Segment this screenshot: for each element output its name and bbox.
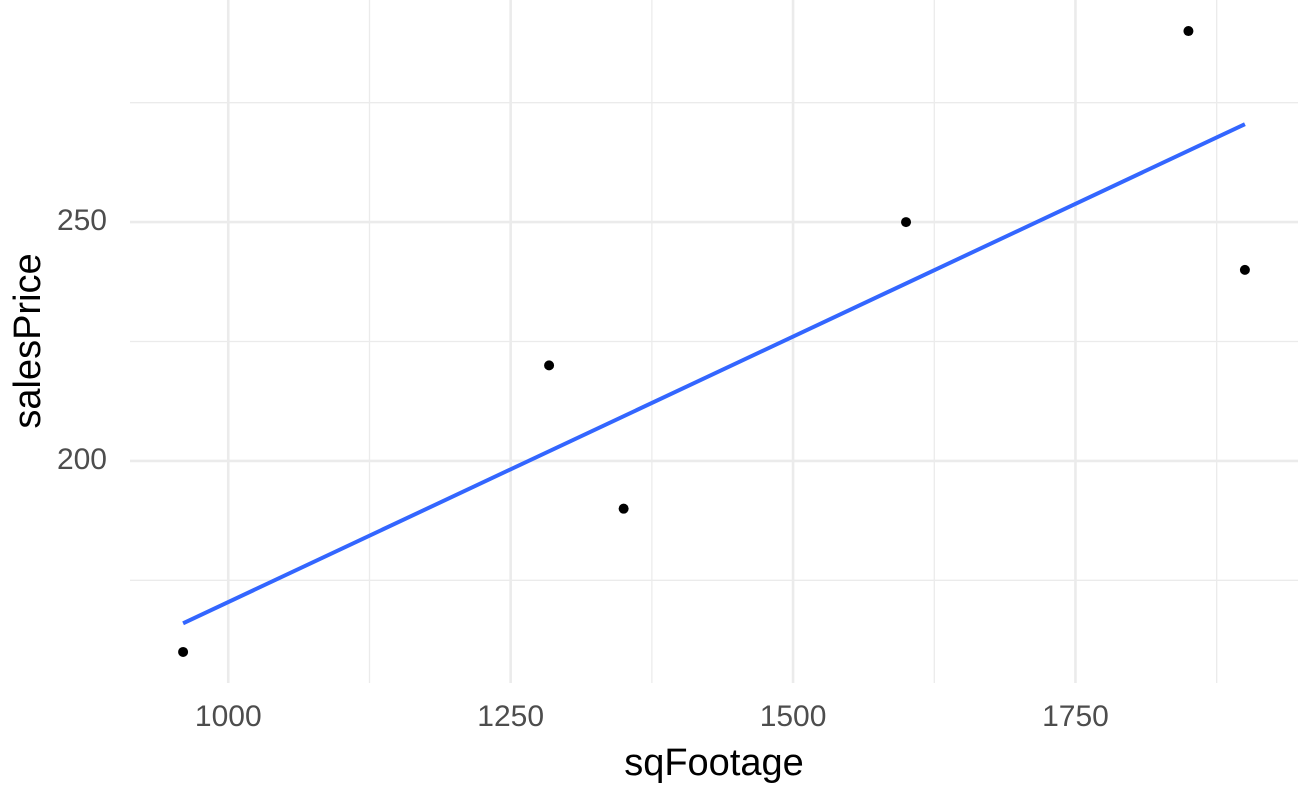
x-tick-label: 1250 <box>477 700 544 733</box>
point <box>901 217 912 228</box>
point <box>544 360 555 371</box>
x-tick-label: 1500 <box>760 700 827 733</box>
fit-line <box>182 122 1246 626</box>
point <box>618 503 629 514</box>
x-tick-label: 1000 <box>195 700 262 733</box>
y-tick-label: 200 <box>57 443 107 476</box>
point <box>178 646 189 657</box>
x-tick-label: 1750 <box>1042 700 1109 733</box>
point <box>1239 264 1250 275</box>
y-axis-title: salesPrice <box>7 253 49 428</box>
x-axis-title: sqFootage <box>624 742 804 784</box>
y-tick-label: 250 <box>57 204 107 237</box>
point <box>1183 26 1194 37</box>
